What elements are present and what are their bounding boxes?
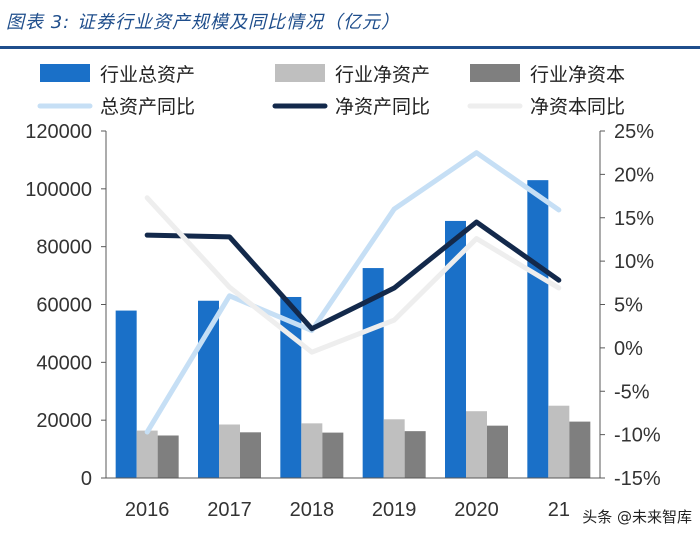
x-tick-label: 2020 bbox=[454, 499, 499, 521]
point-total_assets_yoy-2019 bbox=[393, 208, 395, 210]
point-net_capital_yoy-2017 bbox=[229, 286, 230, 288]
bar-net_capital-2019 bbox=[404, 431, 426, 478]
bar-total_assets-2017 bbox=[198, 300, 219, 478]
x-tick-label: 2019 bbox=[372, 499, 417, 521]
bar-net_capital-2020 bbox=[487, 425, 508, 478]
point-total_assets_yoy-2020 bbox=[476, 152, 477, 154]
y-left-tick-label: 80000 bbox=[36, 237, 92, 259]
legend-label-net_capital: 行业净资本 bbox=[530, 64, 625, 86]
point-net_assets_yoy-2016 bbox=[146, 234, 148, 236]
y-right-tick-label: -15% bbox=[614, 468, 661, 490]
x-tick-label: 2017 bbox=[207, 499, 252, 521]
legend-swatch-net_capital bbox=[470, 64, 520, 82]
point-net_assets_yoy-2017 bbox=[229, 236, 230, 238]
bar-total_assets-2020 bbox=[445, 220, 466, 478]
legend-label-total_assets_yoy: 总资产同比 bbox=[100, 96, 195, 118]
x-tick-label: 21 bbox=[548, 499, 570, 521]
y-left-tick-label: 60000 bbox=[36, 295, 92, 317]
point-net_capital_yoy-2020 bbox=[476, 238, 477, 240]
chart-title: 图表 3: 证券行业资产规模及同比情况（亿元） bbox=[6, 12, 400, 33]
y-left-tick-label: 0 bbox=[81, 468, 92, 490]
watermark: 头条 @未来智库 bbox=[582, 508, 692, 526]
point-total_assets_yoy-21 bbox=[558, 209, 560, 211]
legend-label-net_assets: 行业净资产 bbox=[335, 64, 430, 86]
y-left-tick-label: 40000 bbox=[36, 352, 92, 374]
bar-net_assets-2016 bbox=[136, 430, 158, 478]
legend-label-net_capital_yoy: 净资本同比 bbox=[530, 96, 625, 118]
legend-swatch-net_assets bbox=[275, 64, 325, 82]
point-net_assets_yoy-2020 bbox=[476, 221, 477, 223]
x-tick-label: 2018 bbox=[290, 499, 335, 521]
point-net_assets_yoy-2019 bbox=[393, 287, 395, 289]
y-right-tick-label: -5% bbox=[614, 381, 650, 403]
y-right-tick-label: 5% bbox=[614, 295, 643, 317]
bar-net_assets-2018 bbox=[301, 423, 323, 478]
point-net_assets_yoy-21 bbox=[558, 279, 560, 281]
y-right-tick-label: 20% bbox=[614, 164, 654, 186]
title-rule bbox=[0, 46, 700, 49]
y-left-tick-label: 20000 bbox=[36, 410, 92, 432]
y-right-tick-label: 25% bbox=[614, 121, 654, 143]
y-right-tick-label: 0% bbox=[614, 338, 643, 360]
point-net_capital_yoy-21 bbox=[558, 287, 560, 289]
bar-net_assets-2020 bbox=[466, 411, 487, 478]
y-left-tick-label: 100000 bbox=[25, 179, 92, 201]
point-total_assets_yoy-2016 bbox=[146, 431, 148, 433]
line-net_capital_yoy bbox=[144, 195, 562, 355]
line-total_assets_yoy bbox=[144, 150, 562, 435]
bar-net_assets-21 bbox=[548, 405, 570, 478]
bar-total_assets-21 bbox=[527, 180, 549, 479]
bar-total_assets-2016 bbox=[115, 310, 137, 478]
y-right-tick-label: -10% bbox=[614, 425, 661, 447]
point-net_capital_yoy-2016 bbox=[146, 197, 148, 199]
bar-net_assets-2017 bbox=[219, 424, 240, 478]
point-net_capital_yoy-2019 bbox=[393, 319, 395, 321]
y-left-tick-label: 120000 bbox=[25, 121, 92, 143]
bar-total_assets-2019 bbox=[362, 268, 384, 478]
point-total_assets_yoy-2017 bbox=[229, 295, 230, 297]
bar-net_capital-21 bbox=[569, 421, 591, 478]
bar-net_capital-2018 bbox=[322, 432, 344, 478]
y-right-tick-label: 10% bbox=[614, 251, 654, 273]
legend-label-net_assets_yoy: 净资产同比 bbox=[335, 96, 430, 118]
legend-swatch-total_assets bbox=[40, 64, 90, 82]
bar-net_assets-2019 bbox=[383, 419, 405, 478]
y-right-tick-label: 15% bbox=[614, 208, 654, 230]
bar-net_capital-2016 bbox=[157, 435, 179, 478]
x-tick-label: 2016 bbox=[125, 499, 170, 521]
bar-net_capital-2017 bbox=[240, 432, 261, 478]
legend-label-total_assets: 行业总资产 bbox=[100, 64, 195, 86]
point-net_capital_yoy-2018 bbox=[311, 351, 313, 353]
point-net_assets_yoy-2018 bbox=[311, 328, 313, 330]
line-net_assets_yoy bbox=[144, 219, 562, 332]
